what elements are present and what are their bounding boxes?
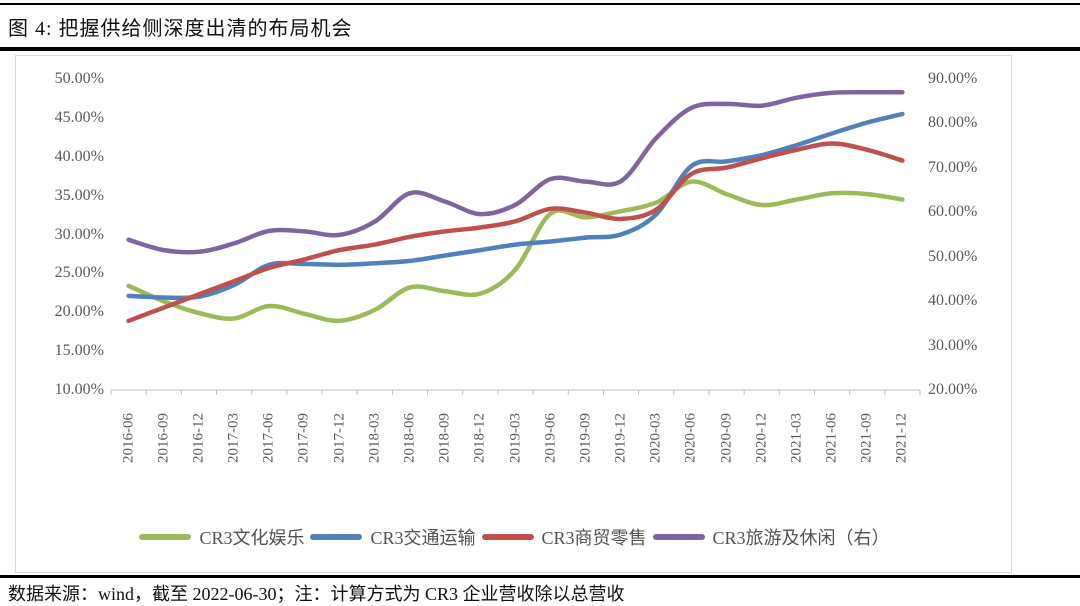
x-axis-tick-label: 2016-06 xyxy=(120,413,137,463)
x-axis-tick-label: 2019-09 xyxy=(577,413,594,463)
x-axis-tick-label: 2018-06 xyxy=(401,413,418,463)
x-axis-tick-label: 2017-06 xyxy=(260,413,277,463)
right-axis-tick-label: 70.00% xyxy=(928,158,978,176)
left-axis-tick-label: 35.00% xyxy=(54,186,104,204)
x-axis-tick-label: 2017-12 xyxy=(331,413,348,463)
right-axis-tick-label: 60.00% xyxy=(928,203,978,221)
x-axis-tick-label: 2021-06 xyxy=(823,413,840,463)
legend-line-swatch xyxy=(481,534,534,540)
x-axis-tick-label: 2019-03 xyxy=(507,413,523,463)
legend-item: CR3文化娱乐 xyxy=(139,524,304,550)
legend-item: CR3旅游及休闲（右） xyxy=(652,524,890,550)
legend-line-swatch xyxy=(139,534,192,540)
x-axis-tick-label: 2021-03 xyxy=(788,413,805,463)
right-axis-tick-label: 40.00% xyxy=(928,292,978,310)
legend-label: CR3交通运输 xyxy=(370,528,476,548)
plot-area xyxy=(110,90,921,395)
x-axis-tick-label: 2019-06 xyxy=(542,413,559,463)
x-axis-tick-label: 2020-09 xyxy=(718,413,735,463)
figure-title: 图 4: 把握供给侧深度出清的布局机会 xyxy=(8,18,353,40)
left-axis-tick-label: 15.00% xyxy=(54,342,104,360)
x-axis-tick-label: 2021-09 xyxy=(858,413,875,463)
x-axis-tick-label: 2020-06 xyxy=(682,413,699,463)
left-axis-tick-label: 20.00% xyxy=(54,303,104,321)
right-axis-tick-label: 80.00% xyxy=(928,114,978,132)
x-axis-tick-label: 2020-03 xyxy=(647,413,664,463)
x-axis-tick-label: 2021-12 xyxy=(893,413,910,463)
legend-label: CR3商贸零售 xyxy=(541,528,647,548)
series-line-2 xyxy=(126,141,905,324)
legend-label: CR3旅游及休闲（右） xyxy=(712,528,890,548)
x-axis-tick-label: 2020-12 xyxy=(753,413,770,463)
x-axis-tick-label: 2018-03 xyxy=(366,413,383,463)
source-note: 数据来源：wind，截至 2022-06-30；注：计算方式为 CR3 企业营收… xyxy=(8,584,625,604)
top-rule xyxy=(0,3,1080,5)
legend-label: CR3文化娱乐 xyxy=(199,528,305,548)
x-axis-tick-label: 2018-12 xyxy=(471,413,488,463)
left-axis-tick-label: 45.00% xyxy=(54,108,104,126)
x-axis-tick-label: 2017-09 xyxy=(295,413,312,463)
right-axis-tick-label: 50.00% xyxy=(928,247,978,265)
left-axis-tick-label: 30.00% xyxy=(54,225,104,243)
legend-item: CR3交通运输 xyxy=(310,524,476,550)
left-axis-tick-label: 50.00% xyxy=(54,70,104,87)
series-line-3 xyxy=(126,90,905,255)
bottom-rule xyxy=(0,575,1080,578)
left-axis-tick-label: 40.00% xyxy=(54,147,104,165)
legend-line-swatch xyxy=(652,534,705,540)
right-axis-tick-label: 30.00% xyxy=(928,336,978,354)
right-axis-tick-label: 20.00% xyxy=(928,381,978,398)
x-axis-tick-label: 2017-03 xyxy=(225,413,242,463)
x-axis-tick-label: 2016-12 xyxy=(190,413,207,463)
chart-legend: CR3文化娱乐 CR3交通运输 CR3商贸零售 CR3旅游及休闲（右） xyxy=(16,524,1013,550)
x-axis-tick-label: 2018-09 xyxy=(436,413,453,463)
legend-line-swatch xyxy=(310,534,363,540)
title-rule xyxy=(0,47,1080,51)
left-axis-tick-label: 25.00% xyxy=(54,264,104,282)
series-line-0 xyxy=(126,179,905,324)
left-axis-tick-label: 10.00% xyxy=(54,381,104,398)
chart: CR3文化娱乐 CR3交通运输 CR3商贸零售 CR3旅游及休闲（右） 50.00% 4… xyxy=(15,55,1012,573)
x-axis-tick-label: 2016-09 xyxy=(155,413,172,463)
legend-item: CR3商贸零售 xyxy=(481,524,647,550)
right-axis-tick-label: 90.00% xyxy=(928,70,978,87)
x-axis-tick-label: 2019-12 xyxy=(612,413,629,463)
